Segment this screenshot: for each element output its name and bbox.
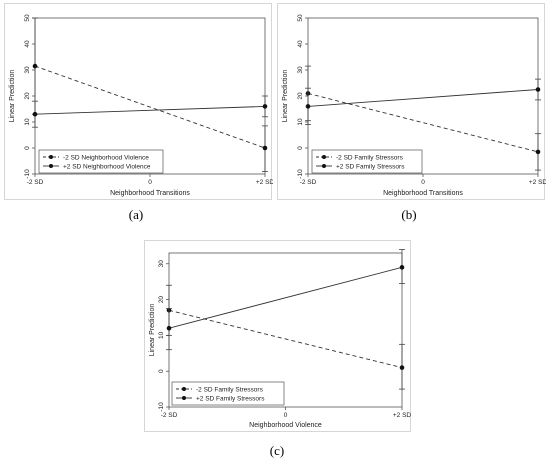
- legend-box: [311, 149, 423, 174]
- chart-panel-b: -10 0 10 20 30 40 50 -2 SD 0 +2 SD Neighborhood Tr…: [277, 3, 546, 200]
- chart-svg-a: -10 0 10 20 30 40 50 -2 SD 0 +2 SD Neighborhood Tr…: [9, 14, 273, 197]
- legend-label: -2 SD Family Stressors: [196, 386, 264, 393]
- legend-label: +2 SD Family Stressors: [336, 163, 405, 170]
- x-tick-label: -2 SD: [161, 412, 178, 419]
- x-axis-title: Neighborhood Transitions: [383, 190, 463, 197]
- y-tick-label: 40: [297, 40, 304, 48]
- data-point: [32, 111, 38, 117]
- plot-area: [168, 252, 403, 408]
- y-tick-label: 0: [158, 369, 165, 373]
- series-line-0: [307, 92, 539, 153]
- plot-area: [307, 17, 539, 175]
- legend-marker: [49, 155, 53, 159]
- caption-a: (a): [128, 207, 144, 222]
- data-point: [399, 265, 405, 270]
- y-tick-label: 30: [24, 66, 31, 74]
- series-line-1: [168, 266, 403, 329]
- x-tick-label: +2 SD: [393, 412, 412, 419]
- series-line-1: [307, 89, 539, 107]
- x-axis-title: Neighborhood Transitions: [110, 190, 190, 197]
- y-tick-label: 0: [297, 146, 304, 150]
- y-tick-label: -10: [158, 402, 165, 412]
- y-tick-label: 10: [297, 118, 304, 126]
- data-point: [399, 365, 405, 370]
- x-tick-label: 0: [421, 179, 425, 186]
- data-point: [535, 87, 541, 92]
- y-tick-label: -10: [24, 169, 31, 179]
- legend-marker: [322, 164, 326, 168]
- x-tick-label: 0: [284, 412, 288, 419]
- y-axis-title: Linear Prediction: [282, 70, 289, 123]
- data-point: [535, 149, 541, 155]
- y-tick-label: 50: [24, 14, 31, 22]
- caption-b: (b): [401, 207, 417, 222]
- legend-label: -2 SD Family Stressors: [336, 154, 404, 161]
- series-line-0: [34, 65, 266, 149]
- series-line-1: [34, 105, 266, 115]
- data-point: [305, 104, 311, 109]
- y-tick-label: 30: [297, 66, 304, 74]
- data-point: [262, 104, 268, 109]
- y-tick-label: 10: [24, 118, 31, 126]
- x-tick-label: -2 SD: [27, 179, 44, 186]
- x-tick-label: +2 SD: [256, 179, 273, 186]
- legend-marker: [49, 164, 53, 168]
- x-axis-title: Neighborhood Violence: [249, 422, 322, 429]
- legend-box: [38, 149, 164, 174]
- chart-panel-c: -10 0 10 20 30 -2 SD 0 +2 SD Neighborhood Violen…: [144, 240, 411, 432]
- y-axis-title: Linear Prediction: [9, 70, 16, 123]
- y-tick-label: 20: [24, 92, 31, 100]
- y-tick-label: -10: [297, 169, 304, 179]
- legend-box: [171, 381, 285, 406]
- y-tick-label: 30: [158, 260, 165, 268]
- data-point: [166, 325, 172, 331]
- legend-label: +2 SD Family Stressors: [196, 395, 265, 402]
- x-tick-label: 0: [148, 179, 152, 186]
- chart-svg-b: -10 0 10 20 30 40 50 -2 SD 0 +2 SD Neighborhood Tr…: [282, 14, 546, 197]
- x-tick-label: -2 SD: [300, 179, 317, 186]
- y-tick-label: 50: [297, 14, 304, 22]
- series-line-0: [168, 309, 403, 369]
- chart-panel-a: -10 0 10 20 30 40 50 -2 SD 0 +2 SD Neighborhood Tr…: [4, 3, 273, 200]
- y-tick-label: 20: [158, 296, 165, 304]
- chart-svg-c: -10 0 10 20 30 -2 SD 0 +2 SD Neighborhood Violen…: [149, 249, 412, 429]
- y-tick-label: 10: [158, 331, 165, 339]
- data-point: [262, 145, 268, 151]
- plot-area: [34, 17, 266, 175]
- y-axis-title: Linear Prediction: [149, 304, 156, 357]
- caption-c: (c): [269, 443, 285, 458]
- x-tick-label: +2 SD: [529, 179, 546, 186]
- legend-marker: [322, 155, 326, 159]
- y-tick-label: 0: [24, 146, 31, 150]
- data-point: [32, 63, 38, 69]
- legend-label: +2 SD Neighborhood Violence: [63, 163, 151, 170]
- legend-label: -2 SD Neighborhood Violence: [63, 154, 149, 161]
- y-tick-label: 40: [24, 40, 31, 48]
- y-tick-label: 20: [297, 92, 304, 100]
- legend-marker: [182, 387, 186, 391]
- legend-marker: [182, 396, 186, 400]
